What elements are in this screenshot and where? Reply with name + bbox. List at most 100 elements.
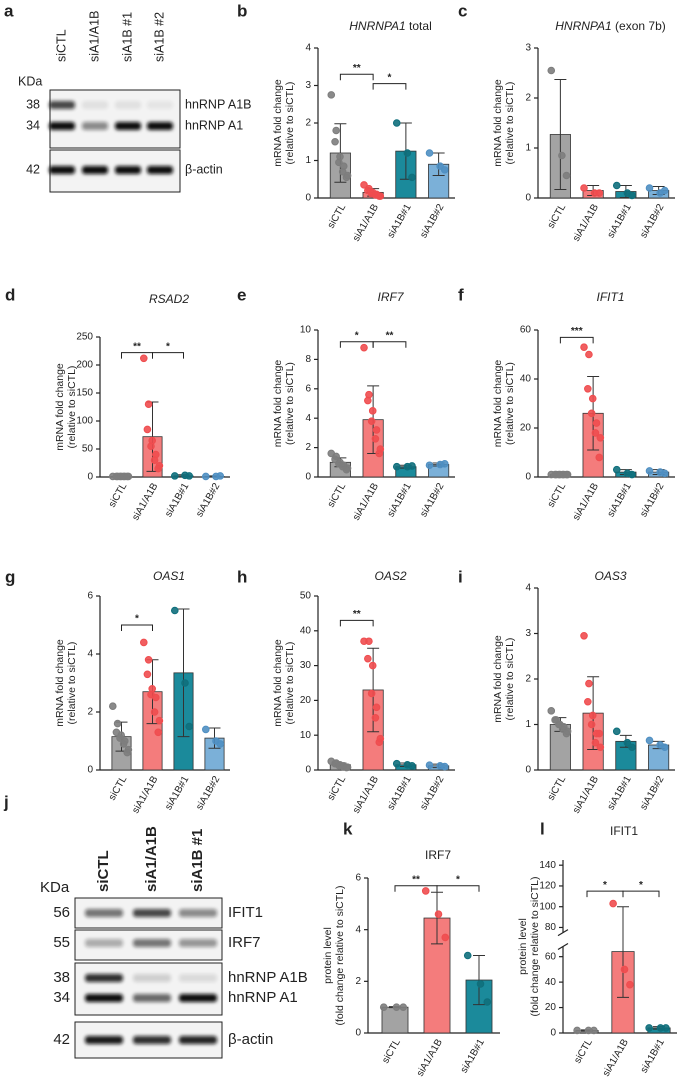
data-point	[425, 461, 434, 470]
y-tick-label: 60	[520, 325, 532, 336]
data-point	[364, 396, 372, 405]
y-tick-label: 0	[550, 1028, 556, 1039]
data-point	[434, 910, 443, 918]
y-tick-label: 3	[525, 43, 531, 54]
y-tick-label: 10	[300, 325, 312, 336]
lane-label: siA1B #1	[189, 829, 206, 892]
chart-title: OAS1	[153, 569, 185, 583]
blot-band	[147, 101, 173, 109]
significance-label: **	[412, 874, 420, 885]
data-point	[440, 762, 449, 771]
x-tick-label: siCTL	[107, 774, 130, 802]
blot-band	[133, 939, 171, 947]
blot-band	[85, 974, 123, 982]
data-point	[335, 158, 343, 167]
x-tick-label: siA1B#2	[418, 481, 446, 519]
panel-letter: e	[237, 285, 246, 304]
y-axis-label: mRNA fold change	[272, 79, 284, 167]
x-tick-label: siA1B#2	[194, 774, 222, 812]
data-point	[216, 740, 225, 748]
blot-band	[85, 1036, 123, 1044]
data-point	[375, 449, 384, 458]
y-axis-label: (fold change relative to siCTL)	[529, 876, 541, 1016]
x-tick-label: siA1/A1B	[571, 202, 601, 243]
panel-letter: g	[5, 567, 15, 586]
y-axis-label: mRNA fold change	[54, 639, 66, 727]
data-point	[662, 1024, 670, 1032]
x-tick-label: siCTL	[546, 202, 569, 230]
data-point	[360, 181, 368, 189]
data-point	[154, 464, 163, 473]
y-tick-label: 1	[525, 719, 531, 730]
x-tick-label: siA1/A1B	[351, 774, 381, 815]
y-tick-label: 2	[305, 118, 311, 129]
data-point	[623, 738, 632, 747]
data-point	[595, 189, 604, 197]
y-tick-label: 0	[305, 472, 311, 483]
data-point	[364, 654, 372, 663]
y-axis-label: protein level	[322, 927, 334, 984]
data-point	[392, 759, 401, 768]
y-tick-label: 2	[87, 707, 93, 718]
y-axis-label: (relative to siCTL)	[284, 642, 296, 725]
data-point	[620, 965, 629, 974]
y-tick-label: 50	[82, 444, 94, 455]
title-part: IFIT1	[610, 824, 638, 838]
data-point	[584, 697, 592, 706]
blot-band	[49, 101, 75, 109]
y-tick-label: 20	[520, 423, 532, 434]
title-part: OAS2	[374, 569, 406, 583]
data-point	[440, 166, 449, 174]
data-point	[425, 149, 434, 157]
blot-band	[85, 909, 123, 917]
y-tick-label: 6	[355, 873, 361, 884]
x-tick-label: siA1B#1	[606, 481, 634, 519]
y-axis-label: (relative to siCTL)	[284, 362, 296, 445]
data-point	[584, 385, 592, 393]
title-part: HNRNPA1	[349, 19, 405, 33]
data-point	[123, 748, 132, 757]
significance-bracket	[586, 890, 624, 898]
data-point	[379, 1003, 388, 1011]
data-point	[216, 472, 225, 480]
x-tick-label: siCTL	[326, 774, 349, 802]
data-point	[645, 184, 654, 192]
x-tick-label: siCTL	[546, 774, 569, 802]
panel-letter: j	[3, 792, 9, 811]
data-point	[590, 1026, 598, 1035]
y-tick-label: 80	[545, 922, 557, 933]
blot-band	[133, 974, 171, 982]
y-tick-label: 3	[525, 628, 531, 639]
data-point	[408, 762, 416, 770]
significance-label: *	[603, 880, 607, 891]
data-point	[170, 606, 179, 615]
panel-letter: i	[458, 567, 463, 586]
significance-bracket	[121, 624, 153, 631]
data-point	[375, 738, 384, 746]
y-axis-label: mRNA fold change	[492, 79, 504, 167]
y-axis-label: (relative to siCTL)	[504, 82, 516, 165]
significance-bracket	[436, 885, 480, 892]
x-tick-label: siA1B#2	[194, 481, 222, 519]
x-tick-label: siA1/A1B	[601, 1037, 631, 1078]
x-tick-label: siA1B#1	[606, 774, 634, 812]
data-point	[573, 1026, 581, 1035]
y-tick-label: 0	[305, 765, 311, 776]
data-point	[201, 725, 210, 734]
data-point	[463, 951, 472, 960]
data-point	[645, 736, 654, 745]
y-tick-label: 250	[76, 332, 93, 343]
data-point	[609, 899, 617, 908]
x-tick-label: siA1/A1B	[415, 1037, 445, 1078]
panel-letter: d	[5, 285, 15, 304]
data-point	[144, 400, 153, 409]
y-tick-label: 4	[525, 583, 531, 594]
data-point	[139, 638, 148, 647]
data-point	[595, 453, 604, 462]
data-point	[628, 470, 636, 479]
error-bar	[177, 608, 190, 738]
x-tick-label: siA1B#2	[418, 774, 446, 812]
data-point	[150, 456, 159, 465]
data-point	[483, 998, 492, 1006]
blot-band	[147, 166, 173, 174]
